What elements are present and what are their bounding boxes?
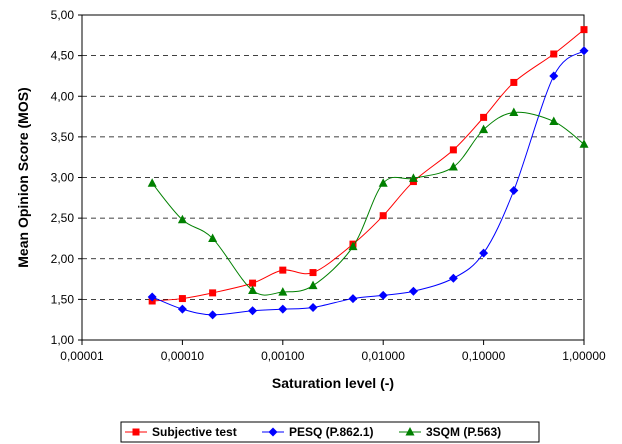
data-point (580, 26, 588, 34)
data-point (249, 279, 257, 287)
legend-item: 3SQM (P.563) (399, 425, 501, 439)
data-point (448, 161, 458, 171)
data-point (348, 241, 358, 251)
legend-label: 3SQM (P.563) (426, 425, 501, 439)
x-tick-label: 0,00001 (60, 349, 104, 363)
data-point (408, 173, 418, 182)
series-diamond (147, 46, 589, 320)
y-tick-label: 1,50 (51, 292, 75, 306)
data-point (348, 294, 358, 304)
y-axis-title: Mean Opinion Score (MOS) (15, 87, 31, 267)
series-triangle (147, 107, 589, 296)
series-line (151, 111, 585, 296)
data-point (509, 107, 519, 116)
data-point (278, 304, 288, 314)
data-point (549, 71, 559, 81)
x-axis-ticks: 0,00001 0,00010 0,00100 0,01000 0,10000 1,000… (60, 340, 606, 363)
data-point (309, 269, 317, 277)
data-point (379, 212, 387, 220)
y-axis-ticks: 1,00 1,50 2,00 2,50 3,00 3,50 4,00 4,50 5,00 (51, 8, 82, 347)
series-line (152, 29, 585, 302)
y-tick-label: 2,00 (51, 252, 75, 266)
data-point (308, 303, 318, 312)
data-point (550, 50, 558, 58)
data-point (509, 186, 519, 195)
data-point (209, 289, 217, 297)
data-point (579, 139, 589, 148)
x-tick-label: 0,00010 (161, 349, 205, 363)
legend-item: Subjective test (125, 425, 237, 439)
legend-item: PESQ (P.862.1) (262, 425, 374, 439)
y-tick-label: 4,50 (51, 49, 75, 63)
y-tick-label: 2,50 (51, 211, 75, 225)
data-point (549, 116, 559, 125)
data-point (177, 304, 187, 314)
y-tick-label: 5,00 (51, 8, 75, 22)
data-point (208, 310, 218, 320)
data-series (147, 26, 589, 320)
y-tick-label: 3,00 (51, 171, 75, 185)
data-point (479, 124, 489, 134)
grid-lines (82, 55, 584, 300)
data-point (408, 286, 418, 296)
y-tick-label: 3,50 (51, 130, 75, 144)
y-tick-label: 1,00 (51, 333, 75, 347)
legend-marker (405, 427, 415, 436)
data-point (278, 287, 288, 296)
data-point (479, 248, 489, 258)
legend-marker (268, 427, 278, 437)
data-point (378, 178, 388, 187)
y-tick-label: 4,00 (51, 89, 75, 103)
x-tick-label: 0,00100 (261, 349, 305, 363)
data-point (449, 146, 457, 154)
data-point (178, 295, 186, 303)
x-tick-label: 1,00000 (562, 349, 606, 363)
data-point (378, 290, 388, 300)
data-point (248, 285, 258, 294)
data-point (147, 178, 157, 187)
data-point (147, 292, 157, 302)
x-tick-label: 0,01000 (362, 349, 406, 363)
data-point (448, 273, 458, 283)
data-point (248, 306, 258, 316)
legend-label: Subjective test (152, 425, 237, 439)
data-point (480, 113, 488, 121)
x-tick-label: 0,10000 (462, 349, 506, 363)
legend: Subjective test PESQ (P.862.1) 3SQM (P.563… (120, 421, 540, 443)
legend-marker (132, 428, 140, 436)
legend-box (120, 421, 540, 443)
data-point (208, 233, 218, 242)
data-point (579, 46, 589, 56)
data-point (279, 266, 287, 274)
legend-label: PESQ (P.862.1) (289, 425, 374, 439)
series-square (148, 26, 588, 305)
series-line (151, 50, 585, 316)
data-point (510, 78, 518, 86)
x-axis-title: Saturation level (-) (272, 375, 394, 391)
data-point (177, 214, 187, 224)
data-point (308, 280, 318, 290)
